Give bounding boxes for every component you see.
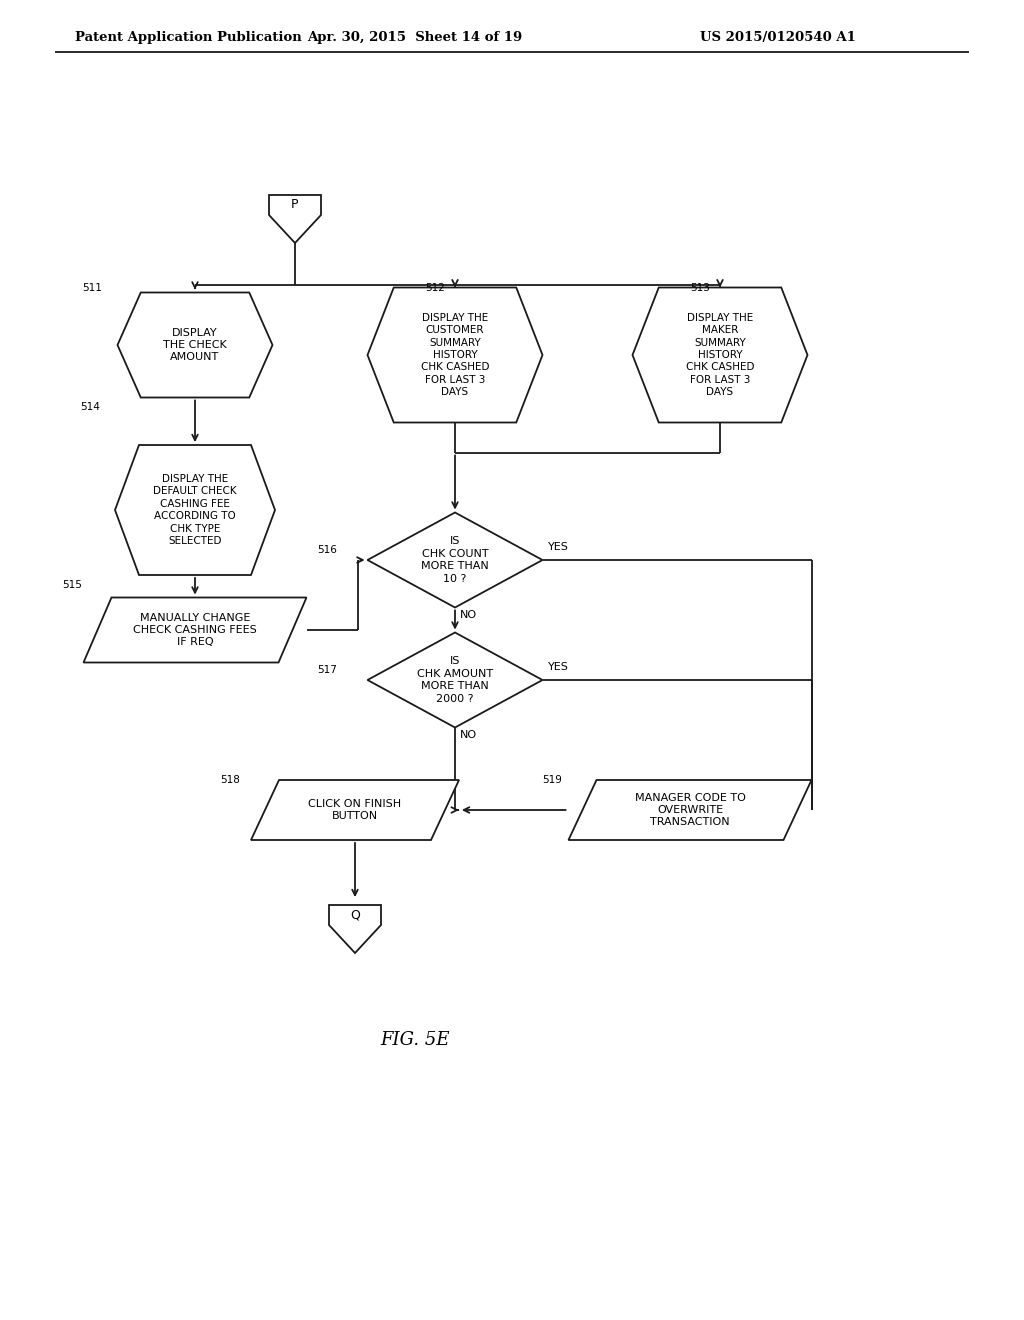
Text: 516: 516 [317, 545, 337, 554]
Text: YES: YES [548, 663, 568, 672]
Text: IS
CHK AMOUNT
MORE THAN
2000 ?: IS CHK AMOUNT MORE THAN 2000 ? [417, 656, 494, 704]
Text: MANUALLY CHANGE
CHECK CASHING FEES
IF REQ: MANUALLY CHANGE CHECK CASHING FEES IF RE… [133, 612, 257, 647]
Text: 514: 514 [80, 403, 100, 412]
Text: YES: YES [548, 543, 568, 552]
Polygon shape [115, 445, 275, 576]
Polygon shape [118, 293, 272, 397]
Polygon shape [269, 195, 321, 243]
Text: DISPLAY THE
MAKER
SUMMARY
HISTORY
CHK CASHED
FOR LAST 3
DAYS: DISPLAY THE MAKER SUMMARY HISTORY CHK CA… [686, 313, 755, 397]
Polygon shape [251, 780, 459, 840]
Text: Apr. 30, 2015  Sheet 14 of 19: Apr. 30, 2015 Sheet 14 of 19 [307, 30, 522, 44]
Polygon shape [368, 288, 543, 422]
Text: 515: 515 [62, 579, 82, 590]
Text: 512: 512 [425, 282, 444, 293]
Text: CLICK ON FINISH
BUTTON: CLICK ON FINISH BUTTON [308, 799, 401, 821]
Text: 519: 519 [543, 775, 562, 785]
Text: Q: Q [350, 908, 360, 921]
Polygon shape [329, 906, 381, 953]
Text: US 2015/0120540 A1: US 2015/0120540 A1 [700, 30, 856, 44]
Text: P: P [291, 198, 299, 211]
Polygon shape [568, 780, 811, 840]
Text: 511: 511 [83, 282, 102, 293]
Text: 518: 518 [220, 775, 240, 785]
Text: 517: 517 [317, 665, 337, 675]
Text: NO: NO [460, 610, 477, 620]
Text: IS
CHK COUNT
MORE THAN
10 ?: IS CHK COUNT MORE THAN 10 ? [421, 536, 488, 583]
Text: FIG. 5E: FIG. 5E [380, 1031, 450, 1049]
Polygon shape [368, 632, 543, 727]
Text: DISPLAY
THE CHECK
AMOUNT: DISPLAY THE CHECK AMOUNT [163, 327, 227, 363]
Polygon shape [368, 512, 543, 607]
Text: NO: NO [460, 730, 477, 741]
Text: DISPLAY THE
CUSTOMER
SUMMARY
HISTORY
CHK CASHED
FOR LAST 3
DAYS: DISPLAY THE CUSTOMER SUMMARY HISTORY CHK… [421, 313, 489, 397]
Polygon shape [633, 288, 808, 422]
Text: Patent Application Publication: Patent Application Publication [75, 30, 302, 44]
Polygon shape [84, 598, 306, 663]
Text: MANAGER CODE TO
OVERWRITE
TRANSACTION: MANAGER CODE TO OVERWRITE TRANSACTION [635, 792, 745, 828]
Text: 513: 513 [690, 282, 710, 293]
Text: DISPLAY THE
DEFAULT CHECK
CASHING FEE
ACCORDING TO
CHK TYPE
SELECTED: DISPLAY THE DEFAULT CHECK CASHING FEE AC… [154, 474, 237, 546]
